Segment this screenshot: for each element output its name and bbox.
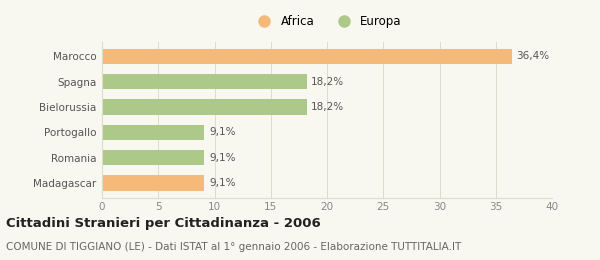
Text: 18,2%: 18,2% bbox=[311, 77, 344, 87]
Bar bbox=[102, 99, 307, 115]
Bar bbox=[102, 125, 205, 140]
Text: 18,2%: 18,2% bbox=[311, 102, 344, 112]
Legend: Africa, Europa: Africa, Europa bbox=[247, 10, 407, 32]
Text: COMUNE DI TIGGIANO (LE) - Dati ISTAT al 1° gennaio 2006 - Elaborazione TUTTITALI: COMUNE DI TIGGIANO (LE) - Dati ISTAT al … bbox=[6, 242, 461, 252]
Text: 9,1%: 9,1% bbox=[209, 178, 235, 188]
Bar bbox=[102, 175, 205, 191]
Bar bbox=[102, 49, 511, 64]
Bar bbox=[102, 74, 307, 89]
Bar bbox=[102, 150, 205, 165]
Text: Cittadini Stranieri per Cittadinanza - 2006: Cittadini Stranieri per Cittadinanza - 2… bbox=[6, 217, 321, 230]
Text: 9,1%: 9,1% bbox=[209, 127, 235, 137]
Text: 9,1%: 9,1% bbox=[209, 153, 235, 162]
Text: 36,4%: 36,4% bbox=[516, 51, 549, 61]
